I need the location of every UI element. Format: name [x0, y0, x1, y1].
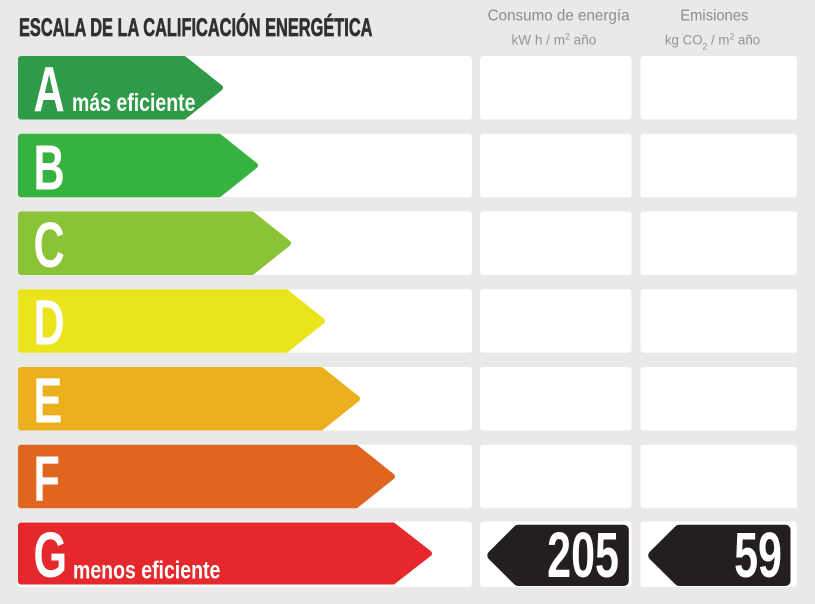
svg-text:kW h / m2 año: kW h / m2 año — [511, 31, 596, 47]
svg-text:205: 205 — [547, 520, 619, 592]
svg-text:más eficiente: más eficiente — [72, 89, 195, 117]
svg-text:menos eficiente: menos eficiente — [73, 556, 220, 584]
svg-text:59: 59 — [734, 520, 782, 592]
svg-text:B: B — [34, 132, 65, 204]
svg-text:G: G — [34, 520, 68, 592]
svg-text:Consumo de energía: Consumo de energía — [488, 7, 630, 24]
svg-text:F: F — [34, 443, 60, 515]
svg-text:E: E — [34, 365, 63, 437]
svg-text:C: C — [34, 210, 65, 282]
svg-text:kg CO2 / m2 año: kg CO2 / m2 año — [665, 31, 761, 52]
svg-text:A: A — [34, 54, 65, 126]
svg-text:Emisiones: Emisiones — [680, 7, 748, 25]
svg-text:D: D — [34, 287, 65, 359]
svg-text:ESCALA DE LA CALIFICACIÓN ENER: ESCALA DE LA CALIFICACIÓN ENERGÉTICA — [19, 14, 372, 42]
